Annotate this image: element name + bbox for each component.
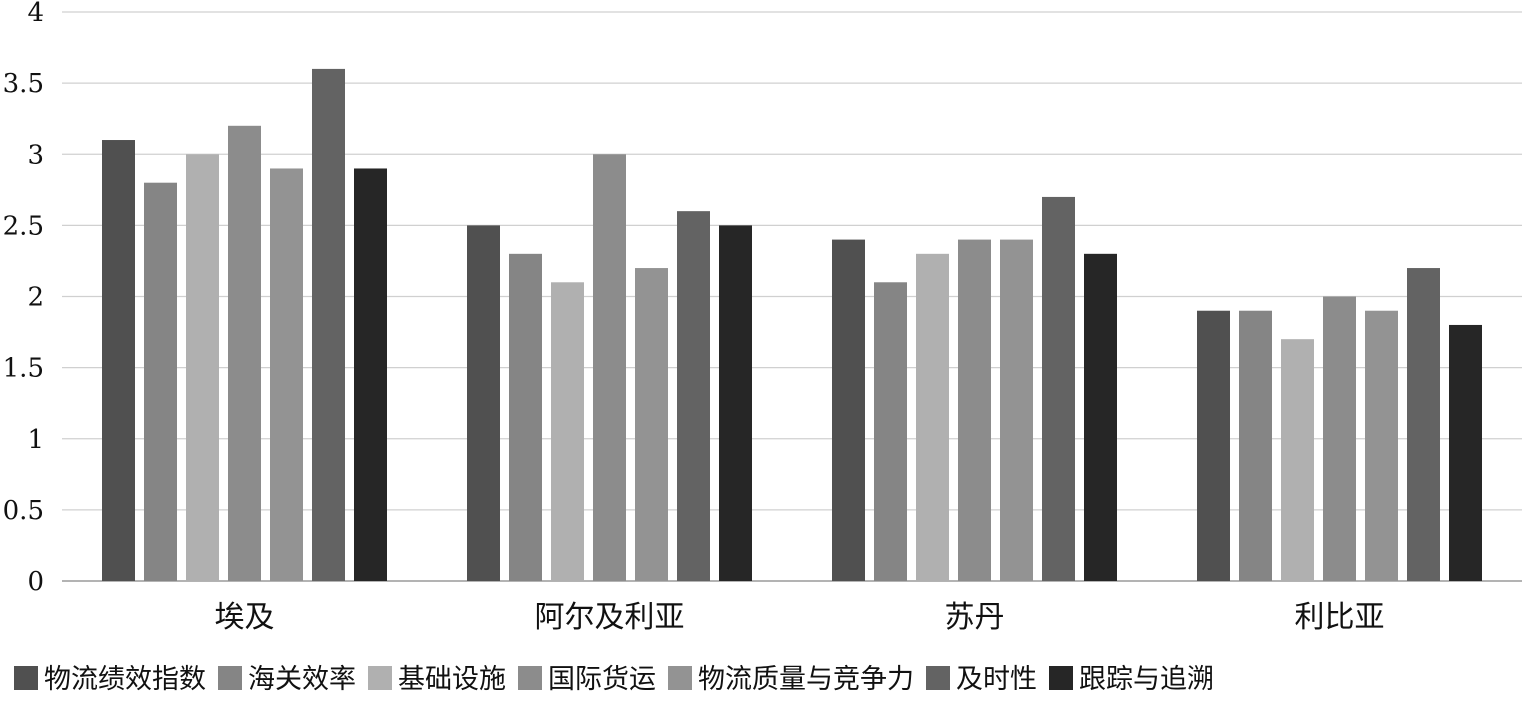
- legend-item: 国际货运: [518, 664, 656, 695]
- y-tick-label: 1: [27, 425, 44, 455]
- legend-item: 及时性: [926, 664, 1037, 695]
- y-tick-label: 4: [27, 0, 44, 28]
- legend-item: 跟踪与追溯: [1049, 664, 1214, 695]
- y-tick-label: 3: [27, 140, 44, 170]
- bar: [719, 225, 752, 581]
- bar: [102, 140, 135, 581]
- bar: [1407, 268, 1440, 581]
- category-label: 利比亚: [1295, 600, 1385, 635]
- bar: [354, 168, 387, 581]
- legend-item: 海关效率: [218, 664, 356, 695]
- category-label: 苏丹: [945, 600, 1005, 635]
- legend-swatch: [368, 666, 392, 690]
- y-tick-label: 0: [27, 567, 44, 597]
- bar: [1042, 196, 1075, 582]
- legend-label: 及时性: [956, 664, 1037, 695]
- legend: 物流绩效指数 海关效率 基础设施 国际货运 物流质量与竞争力 及时性 跟踪与追溯: [14, 664, 1214, 695]
- legend-label: 物流质量与竞争力: [698, 664, 914, 695]
- gridlines: [62, 11, 1522, 582]
- legend-swatch: [218, 666, 242, 690]
- y-tick-label: 3.5: [3, 69, 44, 99]
- bar: [916, 253, 949, 581]
- legend-swatch: [518, 666, 542, 690]
- bar: [1323, 296, 1356, 581]
- category-label: 埃及: [215, 600, 275, 635]
- bar: [1084, 253, 1117, 581]
- category-label: 阿尔及利亚: [535, 600, 685, 635]
- bar: [312, 68, 345, 581]
- bar: [467, 225, 500, 581]
- bar: [832, 239, 865, 581]
- y-axis-ticks: 0 0.5 1 1.5 2 2.5 3 3.5 4: [3, 0, 44, 597]
- bar: [958, 239, 991, 581]
- legend-label: 国际货运: [548, 664, 656, 695]
- bar: [1449, 324, 1482, 581]
- legend-swatch: [926, 666, 950, 690]
- legend-swatch: [14, 666, 38, 690]
- y-tick-label: 0.5: [3, 496, 44, 526]
- legend-label: 跟踪与追溯: [1079, 664, 1214, 695]
- bar: [677, 211, 710, 581]
- bar: [1281, 339, 1314, 581]
- legend-label: 海关效率: [248, 664, 356, 695]
- bar: [1000, 239, 1033, 581]
- bar: [551, 282, 584, 581]
- legend-item: 物流质量与竞争力: [668, 664, 914, 695]
- bar: [635, 268, 668, 581]
- legend-item: 基础设施: [368, 664, 506, 695]
- bar: [1197, 310, 1230, 581]
- bar: [228, 125, 261, 582]
- legend-label: 物流绩效指数: [44, 664, 206, 695]
- legend-swatch: [1049, 666, 1073, 690]
- bar: [186, 154, 219, 581]
- bar: [1239, 310, 1272, 581]
- bar: [593, 154, 626, 581]
- legend-label: 基础设施: [398, 664, 506, 695]
- bar: [509, 253, 542, 581]
- legend-item: 物流绩效指数: [14, 664, 206, 695]
- bar: [874, 282, 907, 581]
- bar: [1365, 310, 1398, 581]
- y-tick-label: 1.5: [3, 354, 44, 384]
- bar: [144, 182, 177, 581]
- bars: [102, 68, 1482, 582]
- legend-swatch: [668, 666, 692, 690]
- y-tick-label: 2.5: [3, 211, 44, 241]
- bar: [270, 168, 303, 581]
- y-tick-label: 2: [27, 283, 44, 313]
- x-axis-categories: 埃及 阿尔及利亚 苏丹 利比亚: [215, 600, 1385, 635]
